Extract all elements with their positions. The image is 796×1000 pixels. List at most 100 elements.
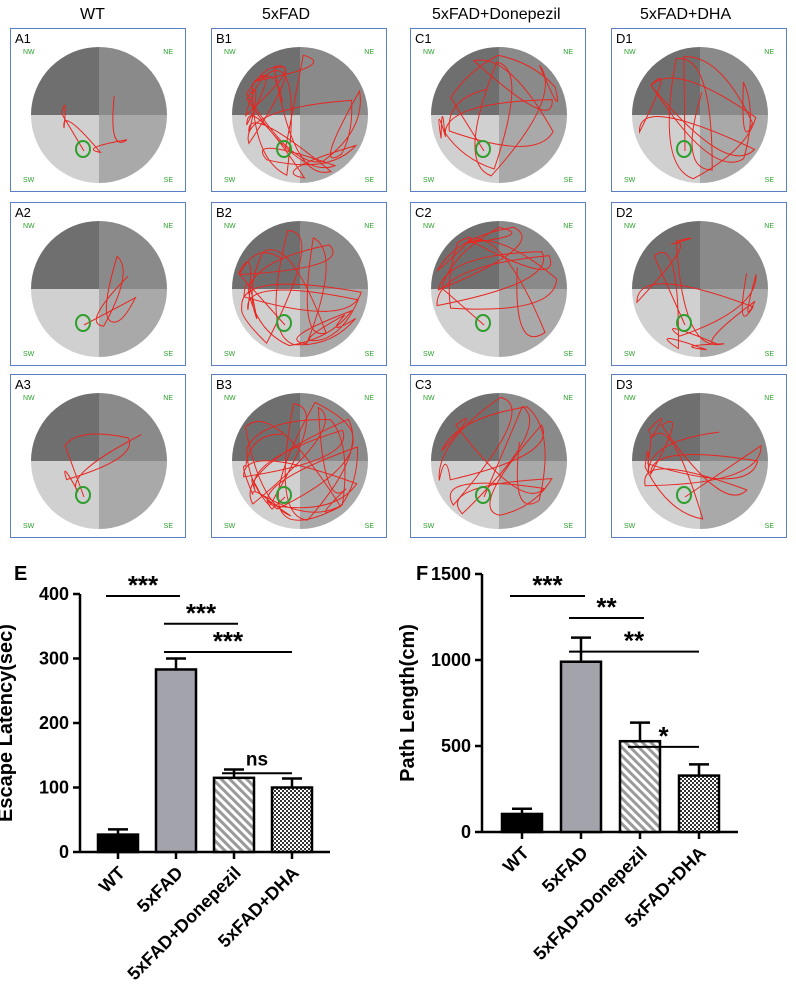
compass-label-ne: NE	[563, 223, 573, 230]
compass-label-ne: NE	[163, 223, 173, 230]
panel-id: B1	[216, 31, 232, 46]
x-tick-label: 5xFAD	[538, 843, 592, 897]
target-platform	[475, 140, 491, 158]
x-tick-label: WT	[95, 863, 129, 897]
y-tick-label: 1500	[431, 564, 471, 584]
quadrant-ne	[499, 47, 567, 115]
compass-label-nw: NW	[624, 223, 636, 230]
column-title-5xfad-dha: 5xFAD+DHA	[640, 6, 732, 23]
compass-label-nw: NW	[23, 49, 35, 56]
maze-panel-d3: D3 NW NE SW SE	[611, 374, 787, 538]
compass-label-se: SE	[364, 177, 374, 184]
quadrant-ne	[99, 393, 167, 461]
compass-label-se: SE	[764, 523, 774, 530]
swim-path	[238, 230, 362, 347]
panel-label: E	[14, 563, 27, 585]
bar-wt	[500, 812, 544, 834]
bar-5xfad-donepezil	[212, 776, 256, 854]
maze-panel-c3: C3 NW NE SW SE	[410, 374, 586, 538]
panel-id: C2	[415, 205, 432, 220]
swim-path	[61, 96, 128, 154]
swim-path	[243, 401, 359, 521]
significance-label: **	[624, 626, 645, 656]
column-title-5xfad: 5xFAD	[262, 6, 311, 23]
significance-label: ***	[186, 598, 217, 628]
y-tick-label: 300	[39, 649, 69, 669]
compass-label-se: SE	[563, 177, 573, 184]
compass-label-ne: NE	[364, 49, 374, 56]
compass-label-nw: NW	[423, 223, 435, 230]
quadrant-se	[499, 289, 567, 357]
quadrant-ne	[700, 393, 768, 461]
compass-label-se: SE	[563, 351, 573, 358]
panel-id: D1	[616, 31, 633, 46]
swim-path	[636, 237, 757, 351]
y-axis-label: Escape Latency(sec)	[0, 624, 17, 822]
compass-label-ne: NE	[563, 395, 573, 402]
panel-id: B3	[216, 377, 232, 392]
swim-path	[438, 396, 553, 516]
quadrant-nw	[31, 47, 99, 115]
quadrant-sw	[632, 115, 700, 183]
compass-label-sw: SW	[423, 177, 435, 184]
compass-label-ne: NE	[764, 49, 774, 56]
panel-id: C1	[415, 31, 432, 46]
compass-label-sw: SW	[224, 523, 236, 530]
y-tick-label: 0	[59, 842, 69, 862]
panel-id: D2	[616, 205, 633, 220]
quadrant-sw	[31, 115, 99, 183]
compass-label-nw: NW	[423, 49, 435, 56]
target-platform	[276, 140, 292, 158]
panel-label: F	[416, 563, 428, 585]
compass-label-ne: NE	[364, 223, 374, 230]
compass-label-sw: SW	[23, 351, 35, 358]
bar-5xfad-dha	[270, 786, 314, 854]
significance-label: ***	[213, 626, 244, 656]
compass-label-ne: NE	[563, 49, 573, 56]
panel-id: A1	[15, 31, 31, 46]
target-platform	[75, 140, 91, 158]
compass-label-sw: SW	[224, 351, 236, 358]
quadrant-sw	[632, 461, 700, 529]
chart-escape-latency: E 0 100 200 300 400 Escape Latency(sec) WT 5xFAD…	[0, 563, 330, 984]
quadrant-nw	[632, 221, 700, 289]
significance-label: *	[658, 721, 669, 751]
maze-panel-b1: B1 NW NE SW SE	[211, 28, 387, 192]
panel-id: D3	[616, 377, 633, 392]
target-platform	[276, 314, 292, 332]
bar-wt	[96, 833, 140, 854]
bar-5xfad-dha	[677, 774, 721, 834]
quadrant-sw	[632, 289, 700, 357]
swim-path	[638, 56, 757, 180]
compass-label-ne: NE	[163, 49, 173, 56]
compass-label-ne: NE	[364, 395, 374, 402]
compass-label-sw: SW	[23, 177, 35, 184]
quadrant-ne	[300, 221, 368, 289]
maze-panel-c2: C2 NW NE SW SE	[410, 202, 586, 366]
target-platform	[676, 314, 692, 332]
swim-path	[438, 54, 559, 177]
compass-label-se: SE	[764, 177, 774, 184]
compass-label-se: SE	[563, 523, 573, 530]
quadrant-ne	[99, 47, 167, 115]
panel-id: A3	[15, 377, 31, 392]
y-tick-label: 100	[39, 778, 69, 798]
target-platform	[75, 314, 91, 332]
compass-label-nw: NW	[224, 49, 236, 56]
compass-label-sw: SW	[624, 177, 636, 184]
panel-id: A2	[15, 205, 31, 220]
target-platform	[676, 140, 692, 158]
significance-label: ***	[532, 570, 563, 600]
panel-id: C3	[415, 377, 432, 392]
quadrant-ne	[700, 47, 768, 115]
compass-label-sw: SW	[224, 177, 236, 184]
column-title-wt: WT	[80, 6, 105, 23]
target-platform	[475, 314, 491, 332]
x-tick-label: 5xFAD	[133, 863, 187, 917]
quadrant-ne	[700, 221, 768, 289]
bar-5xfad	[559, 660, 603, 834]
y-tick-label: 1000	[431, 650, 471, 670]
compass-label-nw: NW	[224, 223, 236, 230]
compass-label-se: SE	[764, 351, 774, 358]
target-platform	[276, 486, 292, 504]
